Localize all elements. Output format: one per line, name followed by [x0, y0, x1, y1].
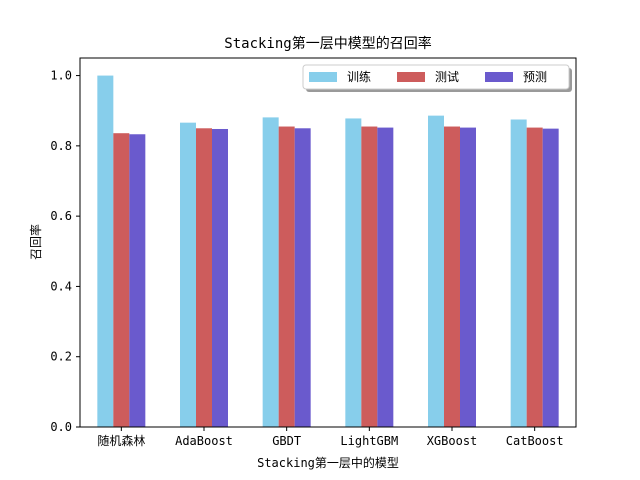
- bar-3-5: [460, 127, 476, 427]
- y-tick-label: 0.4: [50, 279, 72, 293]
- bar-1-2: [180, 122, 196, 428]
- x-tick-label: LightGBM: [340, 434, 398, 448]
- y-axis-label: 召回率: [28, 224, 43, 260]
- legend-label: 测试: [435, 69, 459, 84]
- x-tick-label: 随机森林: [97, 433, 145, 448]
- bar-3-6: [542, 128, 559, 427]
- x-tick-label: CatBoost: [506, 434, 564, 448]
- bar-2-5: [444, 126, 460, 428]
- bar-2-1: [113, 133, 130, 427]
- bar-3-1: [129, 134, 146, 427]
- legend-swatch: [309, 72, 337, 82]
- y-tick-label: 0.2: [50, 350, 72, 364]
- x-tick-label: AdaBoost: [175, 434, 233, 448]
- bar-3-4: [377, 127, 394, 427]
- bars-layer: [97, 75, 559, 428]
- bar-1-6: [510, 119, 527, 427]
- y-tick-label: 1.0: [50, 69, 72, 83]
- x-tick-label: GBDT: [272, 434, 301, 448]
- bar-3-2: [212, 128, 228, 427]
- bar-2-2: [196, 128, 212, 428]
- y-tick-label: 0.6: [50, 209, 72, 223]
- plot-frame: [79, 57, 577, 428]
- legend-swatch: [485, 72, 513, 82]
- legend-box: [302, 64, 570, 90]
- bar-2-3: [278, 126, 295, 428]
- x-axis-label: Stacking第一层中的模型: [257, 455, 399, 470]
- bar-1-5: [428, 115, 444, 428]
- y-tick-label: 0.8: [50, 139, 72, 153]
- bar-1-3: [262, 117, 279, 428]
- bar-1-1: [97, 75, 114, 428]
- x-tick-label: XGBoost: [427, 434, 478, 448]
- bar-2-6: [526, 127, 543, 427]
- y-tick-label: 0.0: [50, 420, 72, 434]
- bar-1-4: [345, 118, 362, 428]
- chart-title: Stacking第一层中模型的召回率: [224, 35, 431, 52]
- legend-swatch: [397, 72, 425, 82]
- bar-2-4: [361, 126, 378, 428]
- axis-layer: 随机森林 AdaBoost GBDT LightGBM XGBoost CatBoost 0…: [50, 69, 563, 448]
- bar-3-3: [294, 128, 311, 428]
- legend: 训练 测试 预测: [302, 64, 572, 92]
- legend-label: 训练: [347, 69, 371, 84]
- legend-label: 预测: [523, 70, 547, 84]
